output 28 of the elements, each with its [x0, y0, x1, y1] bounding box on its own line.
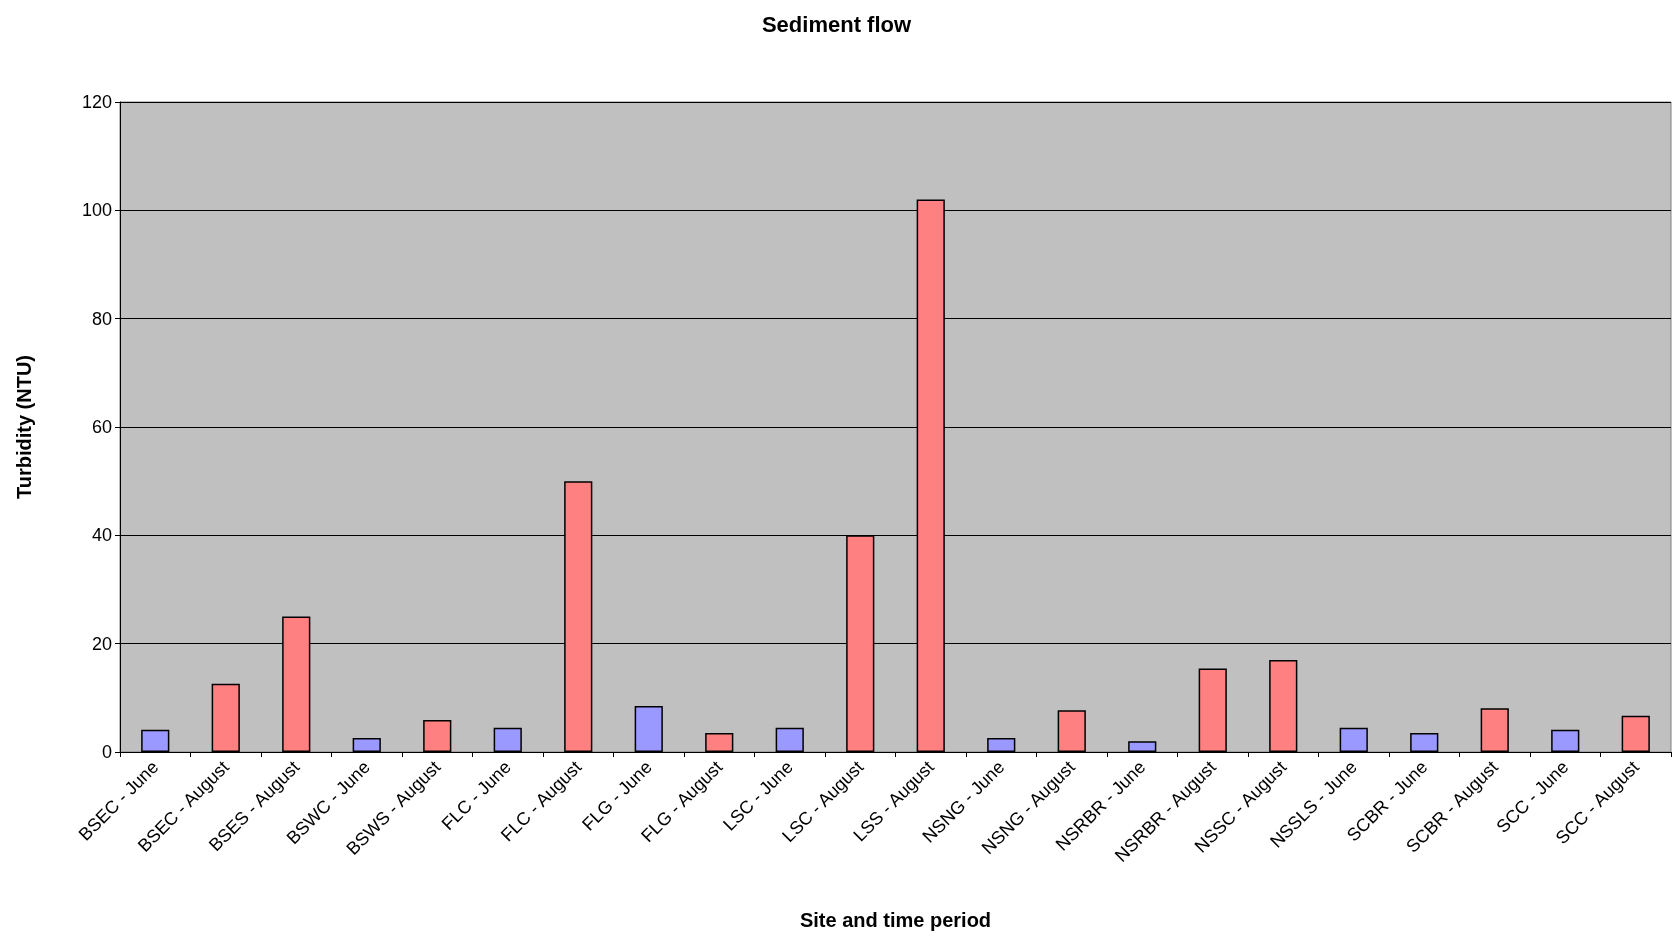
- y-tick-label: 20: [91, 633, 112, 654]
- y-tick-label: 60: [91, 417, 112, 437]
- y-tick-label: 0: [101, 742, 112, 762]
- x-axis-title: Site and time period: [799, 909, 992, 931]
- bar: [1410, 733, 1439, 752]
- bar: [1198, 668, 1227, 752]
- y-tick-label: 120: [81, 92, 112, 112]
- bar: [141, 729, 170, 752]
- chart-title: Sediment flow: [761, 11, 912, 37]
- y-tick-label: 40: [91, 525, 112, 546]
- bar: [1480, 708, 1509, 752]
- bar: [1621, 715, 1650, 752]
- bar: [1269, 659, 1298, 752]
- bar: [987, 737, 1016, 752]
- bar: [423, 720, 452, 752]
- bar: [775, 727, 804, 752]
- y-tick-label: 80: [91, 308, 112, 329]
- bar: [1339, 727, 1368, 752]
- y-axis-title: Turbidity (NTU): [13, 354, 35, 500]
- bar: [493, 727, 522, 752]
- bar: [1551, 729, 1580, 752]
- bar: [1057, 710, 1086, 752]
- bar: [1128, 741, 1157, 752]
- bar: [352, 737, 381, 752]
- bar: [634, 705, 663, 752]
- y-tick-label: 100: [81, 200, 112, 221]
- bar: [705, 733, 734, 752]
- bar: [211, 683, 240, 752]
